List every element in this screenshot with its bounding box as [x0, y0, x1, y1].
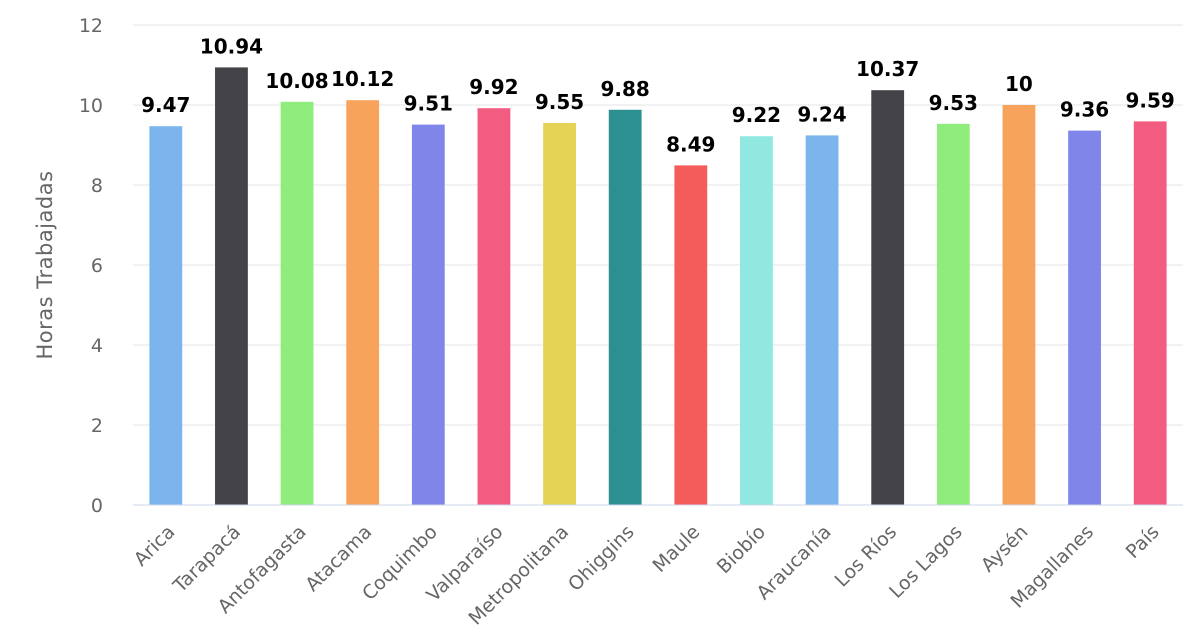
data-label: 9.53	[929, 91, 978, 115]
bar	[1002, 105, 1036, 505]
bar	[149, 126, 183, 505]
data-label: 9.24	[797, 102, 846, 126]
data-label: 10.12	[331, 67, 394, 91]
data-label: 9.22	[732, 103, 781, 127]
y-tick-label: 12	[79, 15, 103, 37]
y-tick-label: 0	[91, 495, 103, 517]
data-label: 9.59	[1126, 88, 1175, 112]
x-tick-label: Biobío	[713, 521, 770, 578]
y-tick-label: 8	[91, 175, 103, 197]
bar	[477, 108, 511, 505]
data-label: 9.51	[404, 92, 453, 116]
y-axis-title: Horas Trabajadas	[33, 170, 57, 359]
data-label: 8.49	[666, 132, 715, 156]
data-label: 9.47	[141, 93, 190, 117]
bar	[608, 109, 642, 506]
y-tick-label: 4	[91, 335, 103, 357]
x-tick-label: Aysén	[977, 521, 1033, 577]
data-label: 9.55	[535, 90, 584, 114]
bar	[936, 123, 970, 506]
bar	[411, 124, 445, 505]
y-tick-label: 10	[79, 95, 103, 117]
x-axis-labels: AricaTarapacáAntofagastaAtacamaCoquimboV…	[130, 521, 1164, 630]
bar	[740, 136, 773, 505]
data-label: 9.88	[601, 77, 650, 101]
x-tick-label: Ohiggins	[564, 521, 639, 596]
bar	[215, 67, 248, 506]
y-tick-label: 6	[91, 255, 103, 277]
bar	[674, 165, 708, 505]
data-label: 10.08	[265, 69, 328, 93]
x-tick-label: País	[1122, 521, 1164, 563]
x-tick-label: Arica	[130, 521, 180, 571]
bars	[149, 67, 1167, 506]
bar	[1133, 121, 1167, 506]
bar	[346, 100, 380, 505]
x-tick-label: Maule	[648, 521, 704, 577]
bar	[1068, 130, 1101, 505]
bar	[543, 123, 576, 505]
data-label: 9.92	[469, 75, 518, 99]
data-label: 9.36	[1060, 98, 1109, 122]
bar	[871, 90, 905, 505]
bar	[805, 135, 839, 505]
y-tick-label: 2	[91, 415, 103, 437]
data-label: 10.37	[856, 57, 919, 81]
bar	[280, 101, 314, 506]
data-label: 10	[1005, 72, 1033, 96]
y-axis-ticks: 0 2 4 6 8 10 12	[79, 15, 103, 517]
data-label: 10.94	[200, 34, 263, 58]
